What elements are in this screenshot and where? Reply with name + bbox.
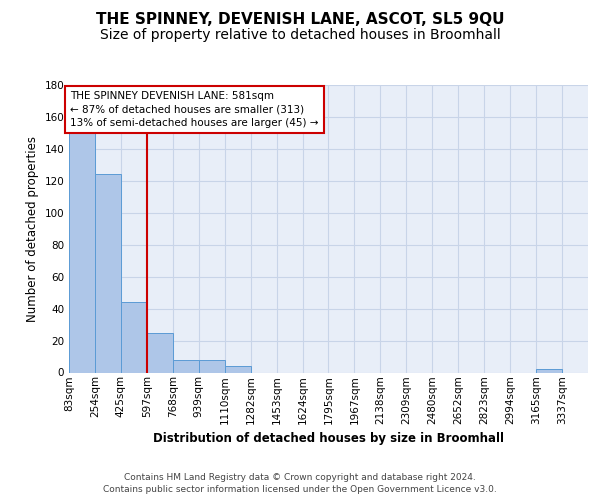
Bar	[95, 174, 121, 372]
Text: Size of property relative to detached houses in Broomhall: Size of property relative to detached ho…	[100, 28, 500, 42]
Text: THE SPINNEY, DEVENISH LANE, ASCOT, SL5 9QU: THE SPINNEY, DEVENISH LANE, ASCOT, SL5 9…	[96, 12, 504, 28]
Bar	[199, 360, 224, 372]
Bar	[173, 360, 199, 372]
Bar	[224, 366, 251, 372]
Y-axis label: Number of detached properties: Number of detached properties	[26, 136, 39, 322]
Bar	[121, 302, 147, 372]
Text: THE SPINNEY DEVENISH LANE: 581sqm
← 87% of detached houses are smaller (313)
13%: THE SPINNEY DEVENISH LANE: 581sqm ← 87% …	[70, 92, 319, 128]
Bar	[69, 133, 95, 372]
Bar	[536, 370, 562, 372]
Text: Contains HM Land Registry data © Crown copyright and database right 2024.
Contai: Contains HM Land Registry data © Crown c…	[103, 472, 497, 494]
Bar	[147, 332, 173, 372]
X-axis label: Distribution of detached houses by size in Broomhall: Distribution of detached houses by size …	[153, 432, 504, 446]
